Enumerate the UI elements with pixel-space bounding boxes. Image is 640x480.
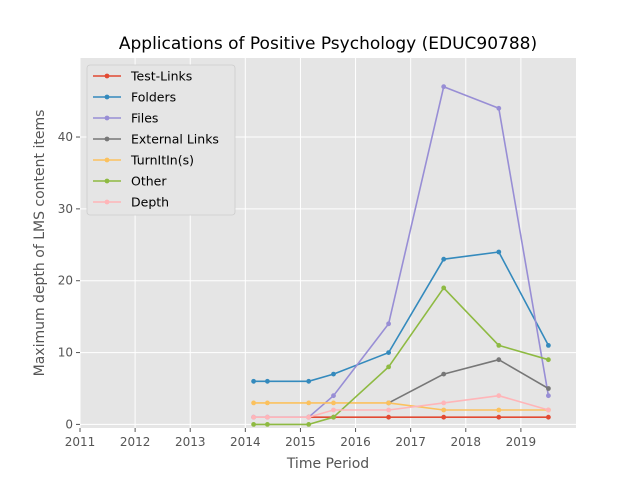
legend-item: Folders: [93, 90, 176, 105]
data-point: [306, 414, 312, 420]
data-point: [386, 350, 391, 355]
chart-title: Applications of Positive Psychology (EDU…: [119, 34, 537, 54]
series-layer: [251, 84, 551, 427]
legend-item: Depth: [93, 195, 169, 210]
y-tick-label: 10: [58, 346, 73, 360]
data-point: [441, 256, 447, 262]
x-tick-label: 2014: [230, 435, 261, 449]
data-point: [441, 371, 447, 377]
data-point: [546, 343, 551, 348]
legend-item: External Links: [93, 132, 219, 147]
data-point: [546, 407, 551, 413]
data-point: [331, 371, 336, 377]
data-point: [546, 393, 551, 399]
y-axis: 0 10 20 30 40: [58, 130, 80, 431]
data-point: [441, 400, 447, 406]
data-point: [306, 400, 312, 406]
data-point: [496, 393, 502, 399]
legend-swatch-marker: [104, 115, 110, 121]
legend-swatch-marker: [104, 73, 110, 79]
data-point: [496, 407, 502, 413]
data-point: [251, 400, 256, 406]
data-point: [496, 357, 502, 363]
data-point: [386, 400, 391, 406]
series-folders: [251, 249, 551, 384]
x-tick-label: 2011: [65, 435, 96, 449]
x-axis-label: Time Period: [286, 456, 369, 472]
data-point: [441, 84, 447, 90]
y-tick-label: 0: [65, 417, 73, 431]
data-point: [251, 378, 256, 384]
legend-label: Other: [131, 174, 167, 189]
data-point: [251, 414, 256, 420]
data-point: [265, 414, 270, 420]
data-point: [331, 407, 336, 413]
legend-swatch-marker: [104, 199, 110, 205]
data-point: [251, 422, 256, 427]
legend-swatch-marker: [104, 157, 110, 163]
legend: Test-Links Folders Files External Links Turn…: [86, 64, 236, 216]
legend-label: TurnItIn(s): [130, 153, 194, 168]
legend-swatch-marker: [104, 136, 110, 142]
y-axis-label: Maximum depth of LMS content items: [32, 110, 48, 377]
data-point: [386, 321, 391, 327]
data-point: [496, 249, 502, 255]
data-point: [386, 407, 391, 413]
data-point: [496, 105, 502, 111]
y-tick-label: 20: [58, 274, 73, 288]
legend-label: Test-Links: [130, 69, 192, 84]
data-point: [306, 378, 312, 384]
data-point: [496, 414, 502, 420]
series-depth: [251, 393, 551, 420]
legend-box: [86, 64, 236, 216]
legend-label: Folders: [131, 90, 176, 105]
data-point: [386, 414, 391, 420]
legend-label: Files: [131, 111, 158, 126]
data-point: [331, 393, 336, 399]
series-line: [253, 287, 549, 426]
data-point: [306, 422, 312, 427]
series-line: [253, 402, 549, 411]
x-tick-label: 2018: [451, 435, 482, 449]
data-point: [546, 414, 551, 420]
data-point: [546, 386, 551, 391]
legend-label: Depth: [131, 195, 169, 210]
data-point: [386, 364, 391, 370]
x-tick-label: 2017: [395, 435, 426, 449]
data-point: [265, 422, 270, 427]
x-tick-label: 2019: [506, 435, 537, 449]
data-point: [441, 407, 447, 413]
legend-item: Files: [93, 111, 158, 126]
legend-label: External Links: [131, 132, 219, 147]
x-tick-label: 2012: [120, 435, 151, 449]
y-tick-label: 40: [58, 130, 73, 144]
series-other: [251, 285, 551, 427]
x-axis: 2011 2012 2013 2014 2015 2016 2017 2018 2019: [65, 428, 536, 449]
data-point: [441, 285, 447, 291]
legend-item: Test-Links: [93, 69, 192, 84]
legend-item: Other: [93, 174, 167, 189]
y-tick-label: 30: [58, 202, 73, 216]
legend-swatch-marker: [104, 178, 110, 184]
data-point: [331, 414, 336, 420]
x-tick-label: 2013: [175, 435, 206, 449]
x-tick-label: 2016: [340, 435, 371, 449]
series-line: [253, 394, 549, 419]
x-tick-label: 2015: [285, 435, 316, 449]
series-line: [388, 358, 549, 404]
data-point: [441, 414, 447, 420]
data-point: [265, 378, 270, 384]
data-point: [496, 343, 502, 348]
data-point: [265, 400, 270, 406]
legend-item: TurnItIn(s): [93, 153, 194, 168]
data-point: [546, 357, 551, 363]
series-line: [253, 251, 550, 383]
data-point: [331, 400, 336, 406]
legend-swatch-marker: [104, 94, 110, 100]
